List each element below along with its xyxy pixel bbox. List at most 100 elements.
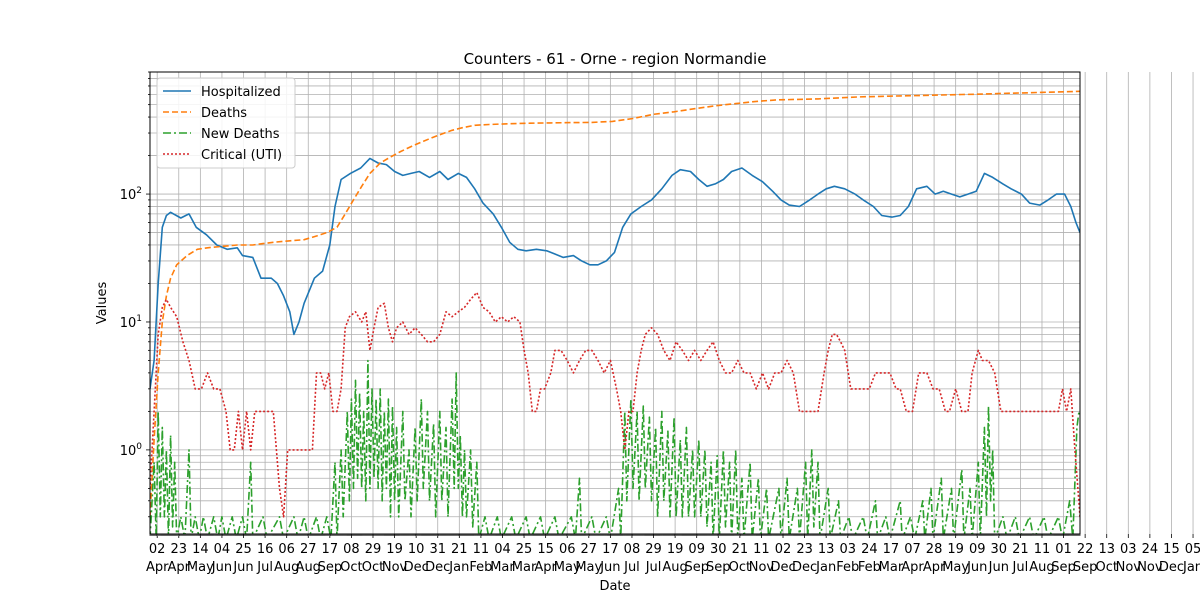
- x-tick-month: Dec: [792, 560, 817, 575]
- x-tick-month: Dec: [425, 560, 450, 575]
- x-tick-month: Nov: [749, 560, 775, 575]
- x-tick-month: Jul: [623, 560, 640, 575]
- y-tick-exp: 1: [136, 314, 142, 324]
- x-tick-month: Sep: [1073, 560, 1098, 575]
- y-tick-base: 10: [120, 316, 137, 331]
- legend-label: Critical (UTI): [201, 148, 282, 163]
- y-tick-exp: 2: [136, 186, 142, 196]
- x-tick-month: Jan: [448, 560, 469, 575]
- x-tick-month: Oct: [729, 560, 751, 575]
- x-tick-day: 04: [494, 542, 511, 557]
- x-tick-day: 05: [1185, 542, 1200, 557]
- x-tick-month: Apr: [168, 560, 191, 575]
- x-tick-month: Mar: [879, 560, 904, 575]
- x-ticks: 02Apr23Apr14May04Jun25Jun16Jul06Aug27Aug…: [146, 534, 1200, 575]
- x-tick-month: Aug: [662, 560, 687, 575]
- x-tick-day: 09: [688, 542, 705, 557]
- x-tick-day: 24: [1142, 542, 1159, 557]
- x-tick-day: 04: [214, 542, 231, 557]
- x-tick-day: 06: [559, 542, 576, 557]
- x-tick-day: 19: [667, 542, 684, 557]
- x-tick-day: 27: [581, 542, 598, 557]
- x-tick-month: Oct: [1095, 560, 1117, 575]
- x-tick-day: 22: [1077, 542, 1094, 557]
- x-tick-day: 25: [516, 542, 533, 557]
- x-tick-month: May: [575, 560, 602, 575]
- series-line-new-deaths: [150, 359, 1080, 534]
- x-tick-day: 08: [343, 542, 360, 557]
- x-tick-day: 16: [257, 542, 274, 557]
- x-tick-month: Aug: [274, 560, 299, 575]
- x-tick-month: Dec: [1159, 560, 1184, 575]
- x-tick-day: 03: [839, 542, 856, 557]
- x-tick-day: 17: [602, 542, 619, 557]
- x-tick-month: Feb: [858, 560, 881, 575]
- x-tick-day: 23: [796, 542, 813, 557]
- x-tick-month: Feb: [469, 560, 492, 575]
- series-line-hospitalized: [150, 157, 1080, 390]
- x-tick-month: Jun: [988, 560, 1009, 575]
- legend-label: Deaths: [201, 106, 247, 121]
- x-tick-day: 24: [861, 542, 878, 557]
- x-tick-day: 02: [775, 542, 792, 557]
- x-tick-day: 17: [322, 542, 339, 557]
- x-tick-month: Nov: [382, 560, 408, 575]
- x-tick-day: 15: [1163, 542, 1180, 557]
- x-tick-month: Oct: [340, 560, 362, 575]
- x-tick-month: Oct: [362, 560, 384, 575]
- x-tick-month: Sep: [684, 560, 709, 575]
- x-tick-day: 13: [1098, 542, 1115, 557]
- x-tick-day: 14: [192, 542, 209, 557]
- x-tick-month: Jan: [815, 560, 836, 575]
- x-tick-month: Jul: [256, 560, 273, 575]
- x-tick-day: 23: [171, 542, 188, 557]
- x-tick-month: May: [187, 560, 214, 575]
- x-tick-month: Apr: [534, 560, 557, 575]
- x-tick-day: 31: [429, 542, 446, 557]
- x-tick-day: 02: [149, 542, 166, 557]
- x-tick-day: 21: [732, 542, 749, 557]
- x-tick-month: Feb: [836, 560, 859, 575]
- x-tick-day: 11: [753, 542, 770, 557]
- y-tick-label: 101: [120, 314, 142, 331]
- x-tick-month: Jun: [966, 560, 987, 575]
- x-tick-day: 09: [969, 542, 986, 557]
- x-tick-month: Jun: [232, 560, 253, 575]
- series-group: [150, 90, 1080, 534]
- x-tick-month: Apr: [901, 560, 924, 575]
- x-tick-day: 03: [1120, 542, 1137, 557]
- x-tick-month: Jun: [211, 560, 232, 575]
- x-axis-label: Date: [599, 579, 630, 594]
- x-tick-month: Nov: [1116, 560, 1142, 575]
- x-tick-day: 27: [300, 542, 317, 557]
- x-tick-day: 01: [1055, 542, 1072, 557]
- x-tick-month: May: [942, 560, 969, 575]
- x-tick-day: 06: [278, 542, 295, 557]
- x-tick-month: Dec: [770, 560, 795, 575]
- x-tick-day: 11: [473, 542, 490, 557]
- x-tick-month: Apr: [146, 560, 169, 575]
- y-tick-label: 102: [120, 186, 142, 203]
- x-tick-month: Mar: [490, 560, 515, 575]
- x-tick-day: 08: [624, 542, 641, 557]
- x-tick-day: 07: [904, 542, 921, 557]
- x-tick-month: Aug: [1029, 560, 1054, 575]
- x-tick-day: 29: [365, 542, 382, 557]
- y-tick-label: 100: [120, 442, 143, 459]
- x-tick-day: 25: [235, 542, 252, 557]
- legend-box: [156, 77, 296, 169]
- x-tick-day: 21: [451, 542, 468, 557]
- y-tick-base: 10: [120, 188, 137, 203]
- y-tick-base: 10: [120, 444, 137, 459]
- x-tick-month: Aug: [296, 560, 321, 575]
- x-tick-month: Sep: [1051, 560, 1076, 575]
- chart-title: Counters - 61 - Orne - region Normandie: [464, 50, 767, 68]
- x-tick-month: Apr: [923, 560, 946, 575]
- x-tick-month: Mar: [512, 560, 537, 575]
- x-tick-day: 21: [1012, 542, 1029, 557]
- series-line-deaths: [150, 90, 1080, 517]
- x-tick-day: 29: [645, 542, 662, 557]
- y-axis-label: Values: [95, 282, 110, 325]
